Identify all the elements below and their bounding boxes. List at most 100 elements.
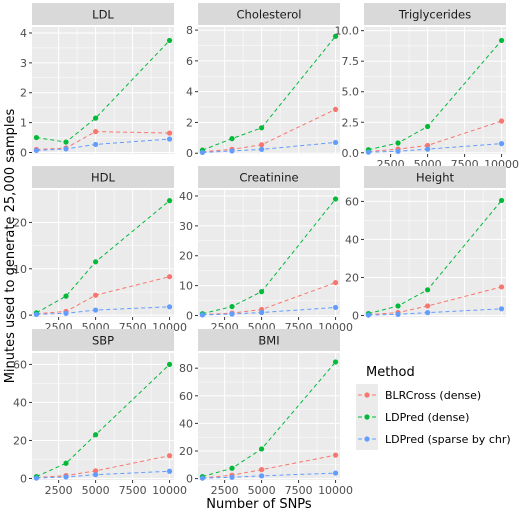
- panel-title: Height: [416, 171, 455, 185]
- data-point: [93, 128, 99, 135]
- series-line: [202, 198, 336, 315]
- data-point: [229, 465, 235, 471]
- data-point: [63, 460, 69, 466]
- series-line: [36, 455, 170, 479]
- series-line: [202, 454, 336, 479]
- series-line: [368, 286, 502, 316]
- x-tick-label: 5000: [82, 484, 110, 497]
- y-tick-label: 0: [20, 309, 27, 322]
- y-tick-label: 20: [179, 250, 193, 263]
- data-point: [332, 33, 339, 39]
- data-point: [93, 115, 99, 121]
- y-tick-label: 0: [20, 472, 27, 485]
- data-point: [425, 287, 431, 293]
- y-tick-label: 8: [186, 24, 193, 37]
- data-point: [229, 474, 235, 480]
- series-line: [36, 200, 170, 314]
- series-line: [36, 276, 170, 315]
- y-axis-title: Minutes used to generate 25,000 samples: [3, 108, 18, 383]
- series-line: [202, 282, 336, 316]
- data-point: [33, 134, 40, 141]
- data-point: [498, 118, 505, 124]
- y-tick-label: 4: [20, 27, 27, 40]
- x-tick-label: 10000: [152, 484, 187, 497]
- legend-label: LDPred (sparse by chr): [385, 433, 511, 446]
- series-ldpred-dense: [33, 361, 173, 480]
- data-point: [166, 453, 173, 459]
- panel-title: Cholesterol: [237, 8, 302, 22]
- y-tick-label: 6: [186, 55, 193, 68]
- data-point: [63, 139, 69, 145]
- plot-bg: [364, 27, 506, 154]
- data-point: [259, 125, 265, 131]
- y-tick-label: 20: [13, 434, 27, 447]
- series-ldpred-sparse: [33, 136, 173, 154]
- panel-height: Height 0 20 40 60: [345, 166, 506, 322]
- x-axis-title: Number of SNPs: [206, 497, 312, 512]
- legend-key-point: [364, 436, 370, 442]
- panel-sbp: SBP 0 20 40 60 2500 5000 7500 10000: [13, 329, 187, 497]
- data-point: [166, 274, 173, 280]
- strip-bg: [32, 329, 174, 351]
- data-point: [33, 311, 40, 318]
- legend-label: LDPred (dense): [385, 411, 469, 424]
- data-point: [229, 303, 235, 310]
- data-point: [332, 452, 339, 458]
- data-point: [33, 475, 40, 481]
- x-tick-label: 2500: [45, 484, 73, 497]
- series-ldpred-dense: [33, 37, 173, 145]
- data-point: [498, 284, 505, 290]
- data-point: [93, 141, 99, 148]
- series-line: [368, 40, 502, 151]
- strip-bg: [364, 3, 506, 25]
- panel-ldl: LDL 0 1 2 3 4: [20, 3, 174, 160]
- y-tick-label: 40: [345, 233, 359, 246]
- data-point: [259, 142, 265, 148]
- data-point: [166, 468, 173, 474]
- y-tick-label: 80: [179, 362, 193, 375]
- x-tick-label: 10000: [318, 484, 353, 497]
- data-point: [93, 259, 99, 265]
- y-tick-label: 0: [186, 310, 193, 323]
- y-tick-label: 0: [352, 309, 359, 322]
- data-point: [425, 142, 431, 149]
- series-line: [36, 40, 170, 143]
- data-point: [93, 468, 99, 474]
- x-tick-label: 7500: [119, 484, 147, 497]
- panel-title: BMI: [258, 334, 279, 348]
- series-ldpred-sparse: [33, 468, 173, 481]
- strip-bg: [32, 3, 174, 25]
- series-ldpred-sparse: [365, 306, 505, 318]
- data-point: [332, 470, 339, 476]
- series-line: [36, 138, 170, 151]
- y-tick-label: 0: [186, 473, 193, 486]
- data-point: [259, 309, 265, 316]
- panel-bmi: BMI 0 20 40 60 80 2500 5000 7500 10000: [179, 329, 353, 497]
- series-line: [368, 200, 502, 315]
- series-line: [36, 364, 170, 478]
- strip-bg: [198, 329, 340, 351]
- data-point: [498, 141, 505, 147]
- y-tick-label: 2: [186, 116, 193, 129]
- y-tick-label: 0.0: [342, 147, 360, 160]
- data-point: [425, 123, 431, 130]
- strip-bg: [32, 166, 174, 188]
- data-point: [63, 146, 69, 152]
- data-point: [395, 311, 401, 317]
- panel-title: LDL: [92, 8, 114, 22]
- y-tick-label: 40: [179, 190, 193, 203]
- data-point: [425, 303, 431, 309]
- y-tick-label: 40: [179, 417, 193, 430]
- y-tick-label: 1: [20, 117, 27, 130]
- legend-entry-blrcross: BLRCross (dense): [356, 384, 481, 406]
- y-tick-label: 20: [345, 271, 359, 284]
- plot-bg: [198, 27, 340, 154]
- plot-bg: [32, 190, 174, 317]
- data-point: [425, 310, 431, 316]
- x-tick-label: 7500: [285, 484, 313, 497]
- series-line: [36, 306, 170, 315]
- panel-cholesterol: Cholesterol 0 2 4 6 8: [186, 3, 340, 160]
- series-ldpred-sparse: [199, 470, 339, 481]
